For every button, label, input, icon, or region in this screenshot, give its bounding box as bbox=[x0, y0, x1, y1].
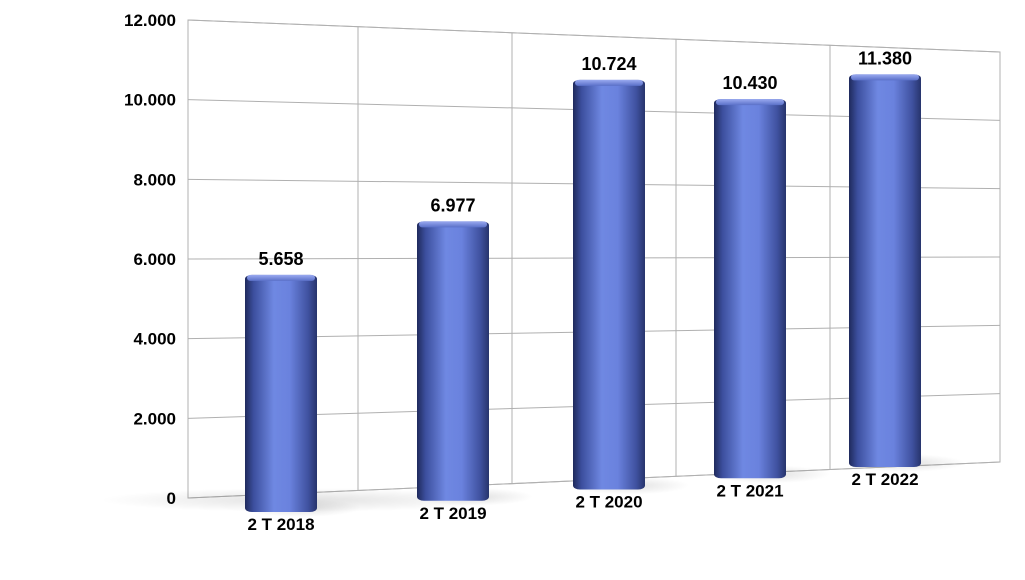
y-tick-label: 0 bbox=[167, 489, 176, 508]
y-tick-label: 12.000 bbox=[124, 11, 176, 30]
y-axis-tick-labels: 0 2.000 4.000 6.000 8.000 10.000 12.000 bbox=[124, 11, 176, 508]
x-tick-label: 2 T 2022 bbox=[851, 470, 918, 489]
data-label: 10.724 bbox=[581, 54, 636, 74]
bars: 5.658 6.977 10.724 10.430 11.380 bbox=[241, 48, 965, 517]
x-tick-label: 2 T 2021 bbox=[716, 481, 783, 500]
y-tick-label: 6.000 bbox=[133, 250, 176, 269]
bar bbox=[714, 99, 786, 479]
bar-top-cap bbox=[851, 74, 919, 81]
x-tick-label: 2 T 2020 bbox=[575, 493, 642, 512]
bar-top-cap bbox=[716, 99, 784, 106]
y-tick-label: 10.000 bbox=[124, 91, 176, 110]
gridline-horizontal bbox=[187, 19, 1001, 53]
bar-top-cap bbox=[575, 79, 643, 86]
x-tick-label: 2 T 2019 bbox=[419, 504, 486, 523]
bar bbox=[245, 274, 317, 512]
y-tick-label: 2.000 bbox=[133, 409, 176, 428]
data-label: 6.977 bbox=[430, 195, 475, 215]
data-label: 5.658 bbox=[258, 249, 303, 269]
y-tick-label: 4.000 bbox=[133, 330, 176, 349]
bar bbox=[417, 221, 489, 501]
data-label: 11.380 bbox=[858, 48, 912, 68]
bar-top-cap bbox=[419, 221, 487, 228]
bar-top-cap bbox=[247, 274, 315, 281]
bar bbox=[849, 74, 921, 467]
data-label: 10.430 bbox=[722, 73, 777, 93]
x-tick-label: 2 T 2018 bbox=[247, 515, 314, 534]
y-tick-label: 8.000 bbox=[133, 170, 176, 189]
bar bbox=[573, 79, 645, 490]
category-labels: 2 T 2018 2 T 2019 2 T 2020 2 T 2021 2 T 2022 bbox=[247, 470, 918, 534]
